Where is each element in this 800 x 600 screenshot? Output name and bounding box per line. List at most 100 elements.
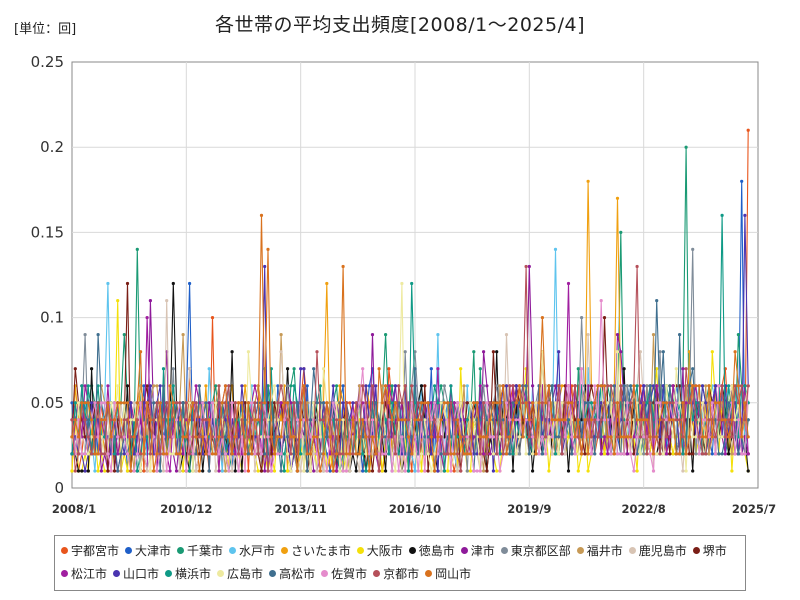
data-point	[413, 418, 417, 422]
data-point	[508, 384, 512, 388]
data-point	[449, 401, 453, 405]
data-point	[96, 435, 100, 439]
data-point	[246, 401, 250, 405]
data-point	[524, 264, 528, 269]
data-point	[452, 418, 456, 422]
data-point	[292, 401, 296, 405]
data-point	[99, 452, 103, 456]
data-point	[602, 384, 607, 388]
data-point	[423, 384, 427, 388]
data-point	[237, 401, 241, 405]
data-point	[606, 384, 610, 388]
data-point	[475, 401, 479, 405]
legend-item: 大津市	[125, 540, 171, 563]
data-point	[400, 281, 404, 286]
data-point	[116, 299, 120, 303]
data-point	[511, 401, 515, 405]
data-point	[400, 418, 404, 422]
data-point	[410, 435, 414, 439]
data-point	[684, 145, 688, 149]
data-point	[201, 452, 205, 456]
data-point	[449, 452, 453, 456]
data-point	[318, 418, 322, 422]
data-point	[165, 299, 169, 303]
data-point	[181, 401, 185, 405]
data-point	[207, 452, 211, 456]
data-point	[668, 401, 672, 405]
data-point	[550, 418, 554, 422]
legend-label: 佐賀市	[331, 567, 368, 581]
data-point	[86, 401, 90, 405]
data-point	[455, 401, 460, 405]
data-point	[442, 401, 446, 405]
data-point	[240, 401, 244, 405]
data-point	[335, 401, 339, 405]
legend-label: 岡山市	[435, 567, 472, 581]
data-point	[661, 452, 665, 456]
data-point	[635, 435, 639, 439]
data-point	[465, 418, 469, 422]
data-point	[730, 418, 734, 422]
data-point	[586, 401, 590, 405]
data-point	[586, 469, 590, 473]
data-point	[658, 435, 662, 439]
data-point	[377, 452, 381, 456]
data-point	[80, 384, 84, 388]
data-point	[230, 452, 234, 456]
data-point	[436, 435, 440, 439]
data-point	[90, 418, 94, 422]
data-point	[674, 401, 678, 405]
data-point	[498, 384, 502, 388]
data-point	[387, 435, 391, 439]
data-point	[397, 384, 401, 388]
data-point	[279, 418, 283, 422]
data-point	[374, 401, 378, 405]
data-point	[609, 452, 613, 456]
data-point	[439, 418, 443, 422]
legend-marker	[628, 547, 636, 554]
data-point	[256, 469, 260, 473]
legend-item: 京都市	[373, 563, 419, 586]
data-point	[328, 418, 332, 422]
data-point	[593, 401, 597, 405]
legend-item: 津市	[460, 540, 495, 563]
legend-item: 横浜市	[165, 563, 211, 586]
data-point	[743, 213, 747, 217]
data-point	[576, 367, 580, 371]
data-point	[580, 418, 584, 422]
data-point	[655, 384, 659, 388]
data-point	[710, 452, 714, 456]
data-point	[272, 452, 277, 456]
data-point	[135, 401, 139, 405]
data-point	[589, 418, 594, 422]
data-point	[142, 469, 146, 473]
data-point	[289, 435, 293, 439]
series-line	[71, 265, 749, 472]
data-point	[678, 401, 682, 405]
data-point	[736, 418, 741, 422]
data-point	[132, 401, 136, 405]
data-point	[743, 384, 747, 388]
data-point	[217, 452, 221, 456]
data-point	[475, 452, 479, 456]
data-point	[354, 452, 358, 456]
series-layer	[70, 128, 750, 473]
legend-label: 東京都区部	[510, 544, 571, 558]
data-point	[109, 401, 113, 405]
data-point	[367, 384, 371, 388]
data-point	[413, 469, 417, 473]
data-point	[139, 350, 143, 354]
data-point	[576, 452, 580, 456]
data-point	[397, 469, 401, 473]
data-point	[531, 401, 535, 405]
data-point	[406, 435, 411, 439]
data-point	[560, 384, 564, 388]
data-point	[387, 367, 391, 371]
data-point	[433, 418, 437, 422]
data-point	[485, 384, 489, 388]
data-point	[593, 418, 597, 422]
data-point	[178, 452, 182, 456]
data-point	[589, 384, 594, 388]
data-point	[240, 435, 244, 439]
data-point	[305, 418, 309, 422]
